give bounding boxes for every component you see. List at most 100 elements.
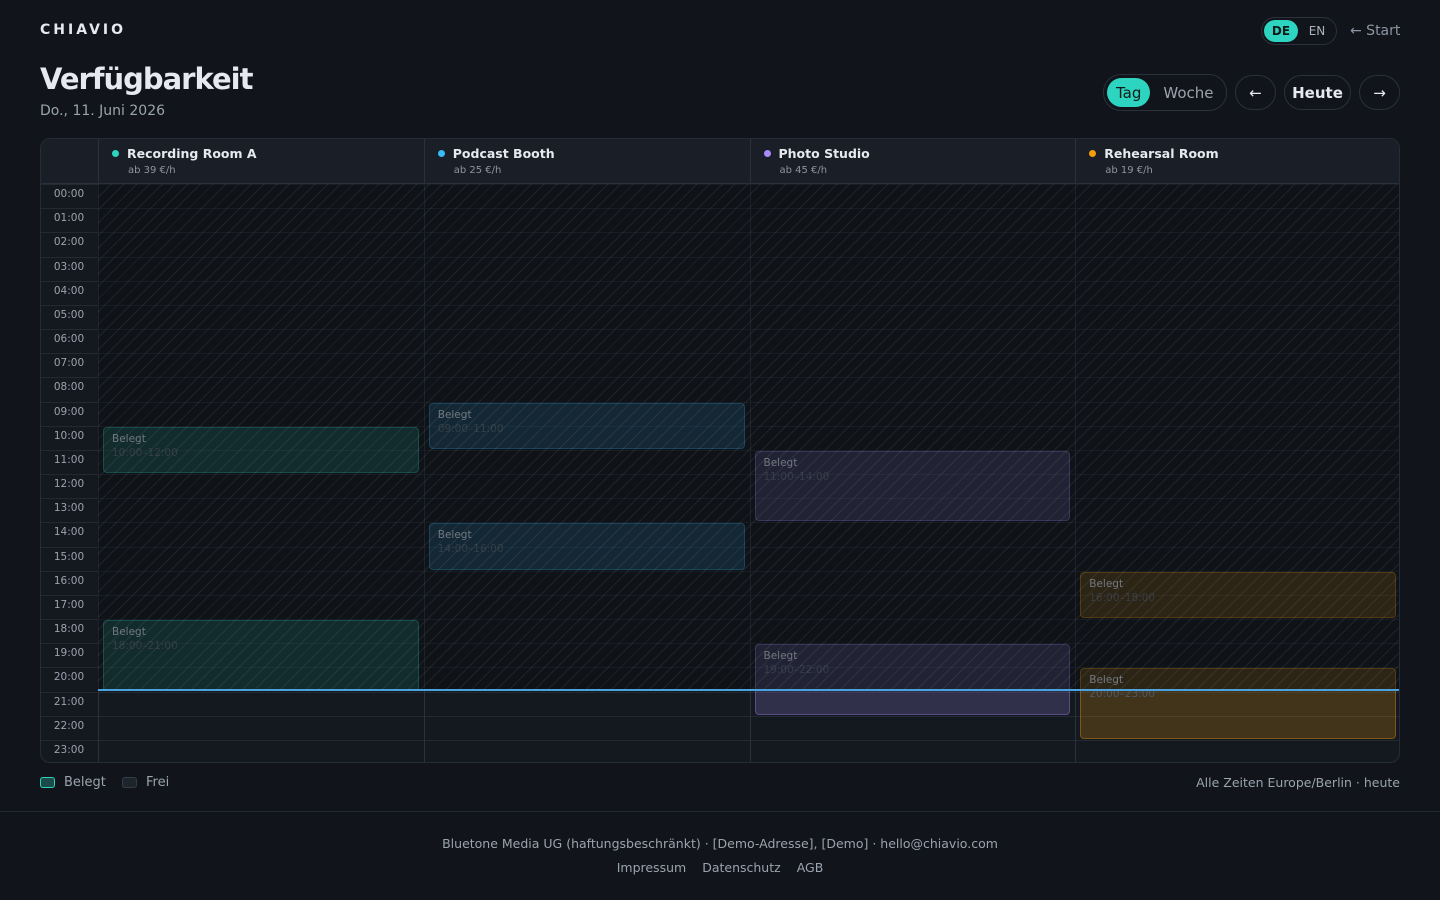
hour-label: 14:00 bbox=[53, 526, 85, 539]
booking[interactable]: Belegt 20:00–23:00 bbox=[1080, 668, 1396, 739]
hour-label: 04:00 bbox=[53, 284, 85, 297]
column-line bbox=[98, 139, 99, 762]
prev-button[interactable]: ← bbox=[1235, 75, 1276, 110]
room-name: Rehearsal Room bbox=[1104, 146, 1219, 161]
room-dot bbox=[1089, 150, 1097, 157]
booking[interactable]: Belegt 19:00–22:00 bbox=[754, 644, 1071, 715]
hour-label: 20:00 bbox=[53, 671, 85, 684]
footer-link[interactable]: AGB bbox=[796, 860, 824, 875]
hour-line bbox=[41, 498, 1399, 500]
booking-time: 14:00–16:00 bbox=[437, 543, 504, 556]
now-line bbox=[98, 689, 1399, 691]
booking-label: Belegt bbox=[1089, 577, 1124, 590]
language-option[interactable]: DE bbox=[1264, 20, 1298, 42]
booking[interactable]: Belegt 10:00–12:00 bbox=[103, 426, 419, 473]
room-name: Photo Studio bbox=[778, 146, 870, 161]
hour-line bbox=[41, 691, 1399, 693]
legend-free: Frei bbox=[122, 775, 169, 790]
hour-line bbox=[41, 304, 1399, 306]
view-option[interactable]: Woche bbox=[1163, 83, 1214, 102]
legend-label: Frei bbox=[146, 775, 170, 790]
hour-label: 09:00 bbox=[53, 405, 85, 418]
calendar-grid: Recording Room A ab 39 €/h Podcast Booth ab… bbox=[40, 138, 1400, 763]
hour-line bbox=[41, 401, 1399, 403]
swatch bbox=[40, 777, 55, 788]
grid-header: Recording Room A ab 39 €/h Podcast Booth ab… bbox=[41, 139, 1399, 184]
column-line bbox=[423, 139, 425, 762]
booking[interactable]: Belegt 18:00–21:00 bbox=[103, 620, 419, 691]
room-dot bbox=[112, 150, 119, 157]
hour-line bbox=[41, 232, 1399, 234]
brand[interactable]: CHIAVIO bbox=[40, 22, 127, 38]
imprint: Bluetone Media UG (haftungsbeschränkt) ·… bbox=[442, 836, 998, 851]
hour-line bbox=[41, 474, 1399, 475]
hour-line bbox=[41, 594, 1399, 596]
hour-line bbox=[41, 522, 1399, 524]
booking[interactable]: Belegt 11:00–14:00 bbox=[754, 450, 1071, 522]
hour-label: 18:00 bbox=[53, 623, 85, 635]
hour-label: 01:00 bbox=[53, 212, 85, 225]
column-line bbox=[1075, 139, 1077, 762]
hour-line bbox=[41, 280, 1399, 282]
room-header: Photo Studio ab 45 €/h bbox=[749, 139, 1076, 184]
hour-label: 22:00 bbox=[53, 719, 85, 732]
view-option[interactable]: Tag bbox=[1107, 78, 1151, 107]
hour-label: 10:00 bbox=[53, 429, 85, 442]
room-title: Photo Studio bbox=[763, 146, 1076, 161]
hour-line bbox=[41, 425, 1399, 427]
next-button[interactable]: → bbox=[1359, 75, 1400, 110]
hour-label: 23:00 bbox=[53, 743, 85, 756]
room-header: Podcast Booth ab 25 €/h bbox=[423, 139, 750, 184]
hour-line bbox=[41, 208, 1399, 210]
language-option[interactable]: EN bbox=[1308, 24, 1326, 38]
swatch bbox=[122, 777, 137, 788]
booking-label: Belegt bbox=[763, 650, 798, 663]
booking-time: 16:00–18:00 bbox=[1089, 591, 1156, 604]
footer-link[interactable]: Datenschutz bbox=[702, 860, 781, 875]
today-button[interactable]: Heute bbox=[1284, 75, 1351, 110]
room-price: ab 25 €/h bbox=[453, 165, 502, 176]
hour-line bbox=[41, 739, 1399, 741]
footer-link[interactable]: Impressum bbox=[616, 860, 687, 875]
booking-time: 19:00–22:00 bbox=[763, 664, 830, 677]
footer: Bluetone Media UG (haftungsbeschränkt) ·… bbox=[0, 811, 1440, 900]
room-price: ab 45 €/h bbox=[779, 165, 828, 176]
hour-line bbox=[41, 329, 1399, 330]
booking-time: 18:00–21:00 bbox=[112, 640, 178, 652]
page-title: Verfügbarkeit bbox=[40, 62, 253, 96]
booking[interactable]: Belegt 09:00–11:00 bbox=[428, 402, 745, 449]
room-title: Rehearsal Room bbox=[1089, 146, 1399, 161]
hour-label: 15:00 bbox=[53, 550, 85, 563]
hour-line bbox=[41, 256, 1399, 258]
booking-time: 09:00–11:00 bbox=[437, 422, 504, 435]
booking-label: Belegt bbox=[437, 408, 472, 421]
booking[interactable]: Belegt 16:00–18:00 bbox=[1080, 571, 1396, 618]
booking-time: 10:00–12:00 bbox=[112, 446, 178, 459]
column-line bbox=[749, 139, 751, 762]
room-name: Podcast Booth bbox=[452, 146, 555, 161]
language-switch: DE EN bbox=[1261, 17, 1337, 45]
room-dot bbox=[763, 150, 771, 157]
hour-line bbox=[41, 353, 1399, 355]
room-name: Recording Room A bbox=[127, 146, 257, 161]
hour-label: 08:00 bbox=[53, 381, 85, 394]
hour-label: 06:00 bbox=[53, 333, 85, 345]
room-header: Rehearsal Room ab 19 €/h bbox=[1075, 139, 1399, 184]
hour-line bbox=[41, 184, 1399, 185]
hour-line bbox=[41, 619, 1399, 620]
legend-label: Belegt bbox=[64, 775, 106, 790]
hour-line bbox=[41, 377, 1399, 379]
start-link[interactable]: ← Start bbox=[1350, 23, 1401, 39]
booking[interactable]: Belegt 14:00–16:00 bbox=[428, 523, 745, 570]
room-price: ab 39 €/h bbox=[128, 165, 176, 176]
booking-time: 11:00–14:00 bbox=[763, 470, 830, 483]
hour-label: 16:00 bbox=[53, 574, 85, 587]
booking-label: Belegt bbox=[437, 529, 472, 542]
hour-line bbox=[41, 715, 1399, 717]
hour-line bbox=[41, 667, 1399, 669]
booking-label: Belegt bbox=[112, 432, 146, 445]
hour-label: 19:00 bbox=[53, 647, 85, 660]
hour-label: 17:00 bbox=[53, 598, 85, 611]
legend-busy: Belegt bbox=[40, 775, 106, 790]
